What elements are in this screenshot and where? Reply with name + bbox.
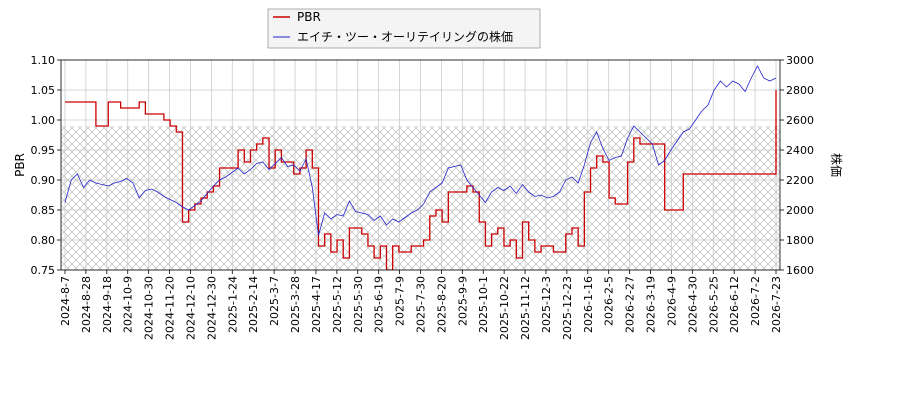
x-tick-label: 2026-7-2	[749, 276, 762, 326]
x-tick-label: 2026-2-5	[603, 276, 616, 326]
y-left-tick-label: 0.90	[31, 174, 56, 187]
x-tick-label: 2025-6-19	[373, 276, 386, 333]
y-axis-right-ticks: 1600 1800 2000 2200 2400 2600 2800 3000	[780, 54, 814, 277]
y-left-tick-label: 1.10	[31, 54, 56, 67]
x-tick-label: 2025-3-28	[289, 276, 302, 333]
y-right-tick-label: 1600	[786, 264, 814, 277]
y-left-tick-label: 1.05	[31, 84, 56, 97]
y-right-tick-label: 1800	[786, 234, 814, 247]
x-tick-label: 2026-4-9	[665, 276, 678, 326]
y-axis-left-ticks: 0.75 0.80 0.85 0.90 0.95 1.00 1.05 1.10	[31, 54, 61, 277]
x-tick-label: 2025-5-30	[352, 276, 365, 333]
x-tick-label: 2025-7-30	[415, 276, 428, 333]
x-tick-label: 2024-12-30	[205, 276, 218, 340]
x-tick-label: 2024-8-28	[80, 276, 93, 333]
y-left-tick-label: 0.75	[31, 264, 56, 277]
y-right-tick-label: 2600	[786, 114, 814, 127]
x-tick-label: 2025-12-23	[561, 276, 574, 340]
x-tick-label: 2025-1-24	[226, 276, 239, 333]
x-tick-label: 2024-10-30	[143, 276, 156, 340]
series-layer	[64, 65, 777, 270]
x-tick-label: 2026-1-16	[582, 276, 595, 333]
x-tick-label: 2024-10-9	[122, 276, 135, 333]
x-tick-label: 2025-3-7	[268, 276, 281, 326]
y-left-tick-label: 0.85	[31, 204, 56, 217]
y-left-tick-label: 1.00	[31, 114, 56, 127]
y-axis-right-label: 株価	[829, 153, 844, 177]
y-right-tick-label: 2800	[786, 84, 814, 97]
x-tick-label: 2026-2-27	[624, 276, 637, 333]
x-tick-label: 2025-10-22	[498, 276, 511, 340]
x-axis-ticks: 2024-8-7 2024-8-28 2024-9-18 2024-10-9 2024-…	[59, 270, 783, 340]
x-tick-label: 2025-9-9	[456, 276, 469, 326]
y-axis-left-label: PBR	[13, 153, 27, 177]
x-tick-label: 2024-11-20	[164, 276, 177, 340]
x-tick-label: 2025-10-1	[477, 276, 490, 333]
x-tick-label: 2026-4-30	[686, 276, 699, 333]
legend-label-price: エイチ・ツー・オーリテイリングの株価	[297, 29, 513, 44]
x-tick-label: 2025-11-12	[519, 276, 532, 340]
y-right-tick-label: 2400	[786, 144, 814, 157]
x-tick-label: 2024-9-18	[101, 276, 114, 333]
x-tick-label: 2024-8-7	[59, 276, 72, 326]
x-tick-label: 2025-4-17	[310, 276, 323, 333]
x-tick-label: 2024-12-10	[184, 276, 197, 340]
x-tick-label: 2026-5-25	[707, 276, 720, 333]
legend-label-pbr: PBR	[297, 10, 321, 24]
y-left-tick-label: 0.80	[31, 234, 56, 247]
y-right-tick-label: 2200	[786, 174, 814, 187]
x-tick-label: 2026-3-19	[645, 276, 658, 333]
x-tick-label: 2025-12-3	[540, 276, 553, 333]
legend-box	[267, 8, 541, 49]
x-tick-label: 2026-7-23	[770, 276, 783, 333]
x-tick-label: 2025-2-14	[247, 276, 260, 333]
x-tick-label: 2025-8-20	[435, 276, 448, 333]
x-tick-label: 2026-6-12	[728, 276, 741, 333]
legend: PBR エイチ・ツー・オーリテイリングの株価	[267, 8, 541, 49]
y-left-tick-label: 0.95	[31, 144, 56, 157]
x-tick-label: 2025-5-12	[331, 276, 344, 333]
y-right-tick-label: 2000	[786, 204, 814, 217]
y-right-tick-label: 3000	[786, 54, 814, 67]
series-price-line	[64, 65, 777, 236]
x-tick-label: 2025-7-9	[394, 276, 407, 326]
